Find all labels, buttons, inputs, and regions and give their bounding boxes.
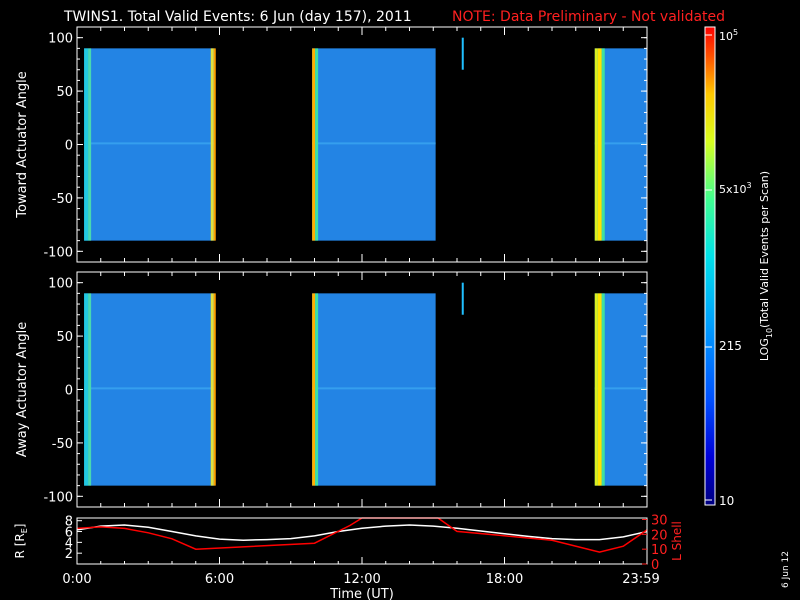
colorbar-label: LOG10(Total Valid Events per Scan): [758, 171, 774, 361]
edge-stripe: [210, 293, 214, 486]
y-tick-label: -50: [52, 437, 73, 452]
lshell-line: [76, 517, 648, 553]
x-tick-label: 18:00: [486, 572, 523, 587]
y-tick-label: 0: [65, 139, 73, 154]
y-tick-label: 100: [48, 32, 73, 47]
colorbar-tick-5e3: 5x103: [719, 181, 752, 196]
y-tick-label: -50: [52, 192, 73, 207]
radius-line: [76, 524, 648, 541]
edge-stripe: [597, 293, 602, 486]
colorbar-scale: [704, 26, 716, 506]
y2-tick-label: 30: [651, 513, 668, 528]
edge-stripe: [315, 48, 319, 241]
y-tick-label: 50: [56, 330, 73, 345]
preliminary-note: NOTE: Data Preliminary - Not validated: [452, 9, 725, 25]
edge-stripe: [84, 293, 89, 486]
y-tick-label: 8: [65, 515, 73, 530]
edge-stripe: [594, 48, 598, 241]
edge-stripe: [213, 48, 216, 241]
y-tick-label: 0: [65, 384, 73, 399]
zero-band: [84, 387, 215, 390]
zero-band: [312, 387, 436, 390]
edge-stripe: [88, 293, 92, 486]
x-tick-label: 0:00: [62, 572, 91, 587]
data-block: [312, 48, 436, 241]
edge-stripe: [88, 48, 92, 241]
data-block: [84, 48, 215, 241]
edge-stripe: [210, 48, 214, 241]
edge-stripe: [594, 293, 598, 486]
edge-stripe: [315, 293, 319, 486]
y-tick-label: 4: [65, 536, 73, 551]
edge-stripe: [597, 48, 602, 241]
edge-stripe: [601, 293, 605, 486]
zero-band: [594, 142, 647, 145]
y2-tick-label: 20: [651, 528, 668, 543]
x-tick-label: 6:00: [205, 572, 234, 587]
zero-band: [594, 387, 647, 390]
y-tick-label: 50: [56, 85, 73, 100]
y2-axis-label: L Shell: [670, 521, 684, 561]
spike-mark: [461, 37, 464, 70]
spike-mark: [461, 282, 464, 315]
colorbar: 105 5x103 215 10 LOG10(Total Valid Event…: [704, 26, 774, 508]
edge-stripe: [213, 293, 216, 486]
edge-stripe: [84, 48, 89, 241]
colorbar-tick-10: 10: [719, 494, 734, 508]
y-axis-label: Toward Actuator Angle: [15, 71, 30, 218]
figure-title: TWINS1. Total Valid Events: 6 Jun (day 1…: [63, 9, 412, 25]
colorbar-tick-215: 215: [719, 339, 742, 353]
date-stamp: 6 Jun 12: [781, 551, 791, 588]
y2-tick-label: 10: [651, 543, 668, 558]
toward-panel: 100 50 0 -50 -100 Toward Actuator Angle: [15, 26, 648, 263]
y-axis-label: Away Actuator Angle: [15, 322, 30, 457]
x-tick-label: 23:59: [622, 572, 659, 587]
edge-stripe: [601, 48, 605, 241]
data-block: [312, 293, 436, 486]
x-axis-label: Time (UT): [329, 587, 394, 600]
y-axis-label: R [RE]: [13, 524, 29, 559]
y-tick-label: 100: [48, 277, 73, 292]
y2-tick-label: 0: [651, 558, 659, 573]
y-tick-label: 2: [65, 547, 73, 562]
zero-band: [312, 142, 436, 145]
edge-stripe: [312, 48, 316, 241]
x-tick-label: 12:00: [343, 572, 380, 587]
data-block: [84, 293, 215, 486]
away-panel: 100 50 0 -50 -100 Away Actuator Angle: [15, 271, 648, 508]
y-tick-label: 6: [65, 526, 73, 541]
colorbar-tick-top: 105: [719, 28, 738, 43]
y-tick-label: -100: [43, 490, 73, 505]
y-tick-label: -100: [43, 245, 73, 260]
edge-stripe: [312, 293, 316, 486]
zero-band: [84, 142, 215, 145]
